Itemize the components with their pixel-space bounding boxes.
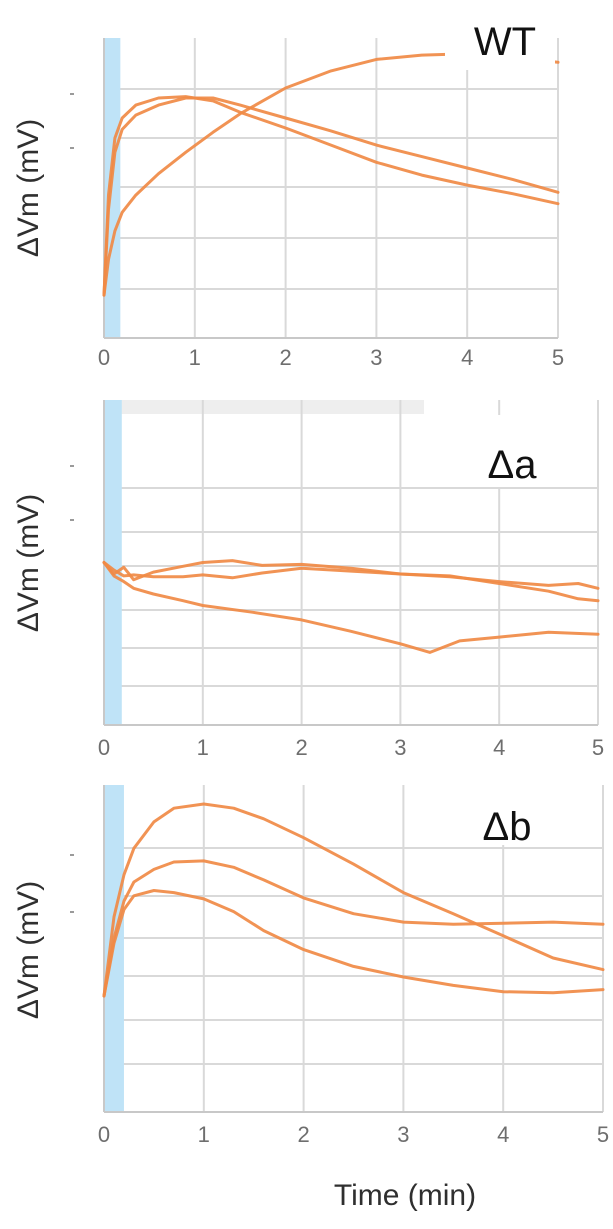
x-tick-label: 0 — [98, 1122, 110, 1147]
x-tick-label: 4 — [493, 735, 505, 760]
series-line-1 — [102, 95, 560, 297]
x-tick-label: 2 — [295, 735, 307, 760]
x-tick-label: 0 — [98, 735, 110, 760]
y-axis-label: ΔVm (mV) — [12, 494, 45, 632]
title-background — [445, 12, 555, 70]
panel-title: Δb — [483, 805, 532, 849]
panel-delta-a: 0 1 2 3 4 5 Δa ΔVm (mV) — [12, 400, 604, 760]
x-tick-label: 2 — [279, 345, 291, 370]
x-axis-label: Time (min) — [334, 1179, 476, 1212]
series-line-2 — [102, 859, 605, 998]
x-tick-label: 5 — [597, 1122, 609, 1147]
series-line-2 — [102, 561, 600, 603]
x-tick-label: 3 — [397, 1122, 409, 1147]
series-line-1 — [102, 559, 600, 590]
series-line-3 — [102, 52, 560, 297]
x-tick-label: 2 — [297, 1122, 309, 1147]
title-background — [410, 775, 570, 845]
panel-wt: 0 1 2 3 4 5 WT ΔVm (mV) — [12, 12, 564, 370]
x-tick-label: 5 — [592, 735, 604, 760]
panel-delta-b: 0 1 2 3 4 5 Δb ΔVm (mV) — [12, 775, 609, 1147]
title-background — [425, 415, 575, 487]
y-axis-label: ΔVm (mV) — [12, 119, 45, 257]
series-line-3 — [102, 889, 605, 998]
series-line-2 — [102, 96, 560, 297]
panel-title: WT — [474, 20, 536, 64]
stimulus-window — [104, 400, 122, 725]
x-tick-label: 1 — [198, 1122, 210, 1147]
x-tick-label: 1 — [189, 345, 201, 370]
x-tick-label: 4 — [497, 1122, 509, 1147]
x-tick-label: 3 — [370, 345, 382, 370]
panel-title: Δa — [488, 443, 538, 487]
series-line-3 — [102, 561, 600, 654]
panel-top-band — [104, 400, 424, 414]
x-tick-label: 5 — [552, 345, 564, 370]
x-tick-label: 4 — [461, 345, 473, 370]
y-axis-label: ΔVm (mV) — [12, 881, 45, 1019]
x-tick-label: 1 — [197, 735, 209, 760]
x-tick-label: 0 — [98, 345, 110, 370]
x-tick-label: 3 — [394, 735, 406, 760]
